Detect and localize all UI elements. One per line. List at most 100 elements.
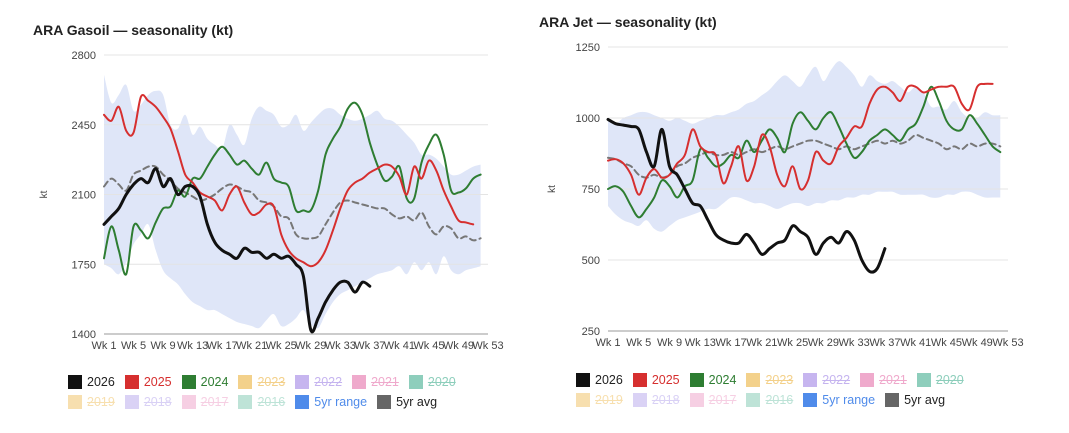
x-tick-label: Wk 5: [626, 337, 651, 349]
legend-row: 2026 2025 2024 2023 2022 2021 2020: [576, 370, 974, 390]
legend-item[interactable]: 5yr range: [295, 395, 367, 409]
legend-swatch: [885, 393, 900, 407]
legend-item[interactable]: 2018: [124, 395, 172, 409]
legend-swatch: [803, 393, 818, 407]
legend-label: 2016: [257, 395, 286, 409]
legend-row: 2026 2025 2024 2023 2022 2021 2020: [68, 372, 466, 392]
x-tick-label: Wk 45: [931, 337, 962, 349]
legend-swatch: [803, 373, 818, 387]
legend-swatch: [576, 393, 590, 407]
legend-item[interactable]: 5yr avg: [377, 395, 437, 409]
x-tick-label: Wk 53: [472, 340, 503, 352]
x-tick-label: Wk 25: [777, 337, 808, 349]
legend-item[interactable]: 2020: [916, 373, 964, 387]
legend-item[interactable]: 2024: [689, 373, 736, 387]
legend-label: 5yr range: [822, 393, 876, 407]
x-tick-label: Wk 13: [685, 337, 716, 349]
legend-swatch: [377, 395, 392, 409]
legend-swatch: [689, 393, 704, 407]
legend-item[interactable]: 2026: [576, 373, 623, 387]
legend-label: 2025: [651, 373, 680, 387]
legend-label: 2021: [371, 375, 399, 389]
chart-legend: 2026 2025 2024 2023 2022 2021 2020 2019 2018 2017…: [576, 370, 974, 410]
x-tick-label: Wk 41: [384, 340, 415, 352]
y-tick-label: 1000: [576, 113, 600, 125]
legend-swatch: [860, 373, 875, 387]
legend-item[interactable]: 5yr range: [803, 393, 875, 407]
x-tick-label: Wk 25: [266, 340, 297, 352]
x-tick-label: Wk 9: [151, 340, 176, 352]
x-tick-label: Wk 41: [900, 337, 931, 349]
legend-item[interactable]: 2023: [238, 375, 285, 389]
legend-swatch: [295, 375, 310, 389]
legend-label: 2020: [427, 375, 456, 389]
legend-label: 2026: [595, 373, 623, 387]
legend-item[interactable]: 2022: [295, 375, 342, 389]
legend-label: 2019: [87, 395, 115, 409]
legend-swatch: [352, 375, 367, 389]
legend-item[interactable]: 2021: [352, 375, 399, 389]
x-tick-label: Wk 29: [295, 340, 326, 352]
y-tick-label: 1400: [72, 329, 96, 341]
legend-item[interactable]: 2019: [576, 393, 623, 407]
series-line-2025: [103, 93, 475, 268]
x-tick-label: Wk 17: [207, 340, 238, 352]
legend-item[interactable]: 2016: [238, 395, 285, 409]
legend-item[interactable]: 2021: [860, 373, 907, 387]
x-tick-label: Wk 21: [236, 340, 267, 352]
legend-swatch: [576, 373, 590, 387]
legend-row: 2019 2018 2017 2016 5yr range 5yr avg: [68, 392, 466, 412]
x-tick-label: Wk 1: [595, 337, 620, 349]
legend-swatch: [408, 375, 423, 389]
legend-item[interactable]: 2025: [632, 373, 680, 387]
series-line-5yr-avg: [103, 164, 482, 242]
y-tick-label: 1250: [576, 42, 600, 54]
x-tick-label: Wk 9: [657, 337, 682, 349]
legend-item[interactable]: 2017: [689, 393, 736, 407]
legend-item[interactable]: 2023: [746, 373, 793, 387]
legend-label: 2023: [765, 373, 794, 387]
jet-chart-panel: ARA Jet — seasonality (kt) 250 500 750 1000…: [530, 0, 1069, 433]
legend-label: 5yr avg: [396, 395, 438, 409]
legend-item[interactable]: 2022: [803, 373, 850, 387]
x-tick-label: Wk 1: [91, 340, 116, 352]
y-axis-label: kt: [547, 185, 558, 193]
legend-item[interactable]: 2024: [181, 375, 228, 389]
legend-item[interactable]: 2018: [632, 393, 680, 407]
legend-item[interactable]: 2026: [68, 375, 115, 389]
legend-swatch: [632, 393, 647, 407]
x-tick-label: Wk 17: [715, 337, 746, 349]
legend-item[interactable]: 2017: [181, 395, 229, 409]
legend-item[interactable]: 5yr avg: [885, 393, 945, 407]
legend-label: 2022: [314, 375, 343, 389]
x-tick-label: Wk 45: [413, 340, 444, 352]
y-tick-label: 750: [582, 184, 600, 196]
legend-item[interactable]: 2016: [746, 393, 793, 407]
series-line-2024: [607, 85, 1002, 219]
x-tick-label: Wk 29: [808, 337, 839, 349]
legend-label: 2019: [595, 393, 623, 407]
legend-swatch: [632, 373, 647, 387]
legend-swatch: [916, 373, 931, 387]
y-tick-label: 2100: [72, 190, 96, 202]
legend-item[interactable]: 2025: [124, 375, 172, 389]
x-tick-label: Wk 37: [354, 340, 385, 352]
legend-item[interactable]: 2020: [408, 375, 456, 389]
legend-item[interactable]: 2019: [68, 395, 115, 409]
x-tick-label: Wk 13: [177, 340, 208, 352]
legend-label: 5yr range: [314, 395, 368, 409]
y-tick-label: 1750: [72, 259, 96, 271]
legend-label: 2025: [143, 375, 172, 389]
legend-swatch: [68, 395, 82, 409]
legend-swatch: [124, 395, 139, 409]
legend-label: 2017: [200, 395, 229, 409]
x-tick-label: Wk 33: [839, 337, 870, 349]
series-line-2024: [103, 101, 482, 276]
legend-label: 2023: [257, 375, 286, 389]
legend-swatch: [124, 375, 139, 389]
legend-label: 2021: [879, 373, 907, 387]
series-line-2026: [606, 117, 887, 274]
legend-label: 2026: [87, 375, 115, 389]
legend-row: 2019 2018 2017 2016 5yr range 5yr avg: [576, 390, 974, 410]
